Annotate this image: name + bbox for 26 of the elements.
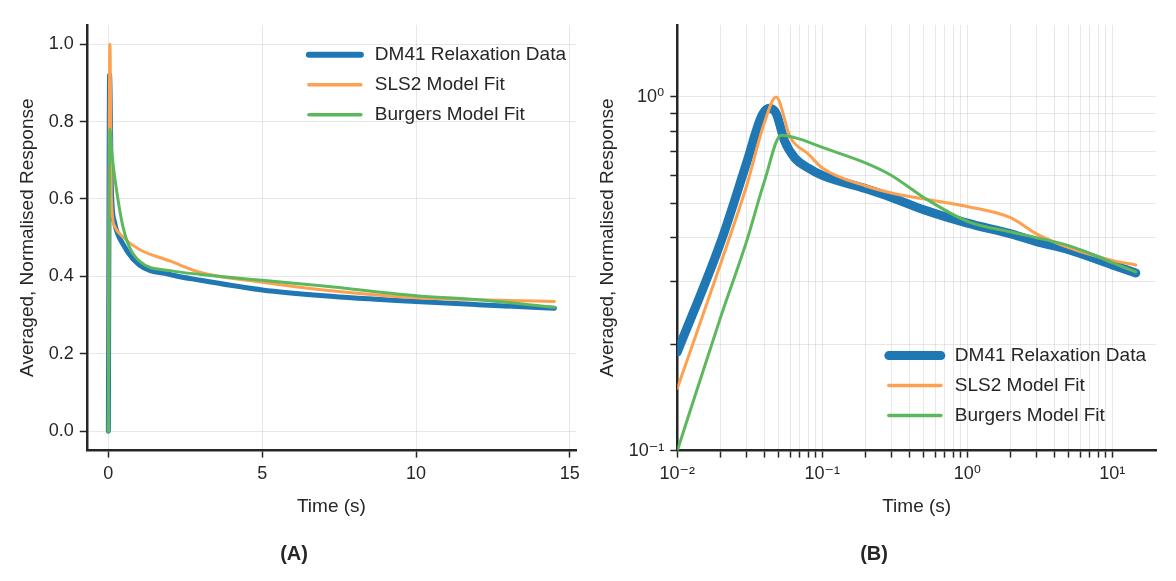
- x-tick-label: 0: [103, 463, 114, 484]
- x-tick-label: 5: [257, 463, 268, 484]
- text: (A): [280, 541, 308, 564]
- text: (B): [860, 541, 888, 564]
- x-tick-label: 10⁻²: [659, 463, 696, 484]
- legend-label: Burgers Model Fit: [954, 403, 1106, 425]
- y-tick-label: 0.4: [48, 265, 74, 286]
- y-tick-label: 0.2: [48, 342, 74, 363]
- x-tick-label: 10: [406, 463, 427, 484]
- legend-label: DM41 Relaxation Data: [954, 343, 1147, 365]
- y-tick-label: 1.0: [48, 33, 74, 54]
- x-axis-title: Time (s): [296, 494, 366, 516]
- legend-label: SLS2 Model Fit: [374, 73, 506, 95]
- y-axis-title: Averaged, Normalised Response: [595, 98, 617, 377]
- y-tick-label: 0.6: [48, 187, 74, 208]
- x-tick-label: 10⁻¹: [804, 463, 841, 484]
- legend-label: DM41 Relaxation Data: [374, 43, 567, 65]
- x-tick-label: 15: [559, 463, 580, 484]
- legend-label: SLS2 Model Fit: [954, 373, 1086, 395]
- legend-label: Burgers Model Fit: [374, 103, 526, 125]
- y-axis-title: Averaged, Normalised Response: [15, 98, 37, 377]
- y-tick-label: 0.0: [48, 420, 74, 441]
- x-tick-label: 10⁰: [953, 463, 981, 484]
- x-axis-title: Time (s): [882, 494, 952, 516]
- y-tick-label: 0.8: [48, 110, 74, 131]
- x-tick-label: 10¹: [1099, 463, 1126, 484]
